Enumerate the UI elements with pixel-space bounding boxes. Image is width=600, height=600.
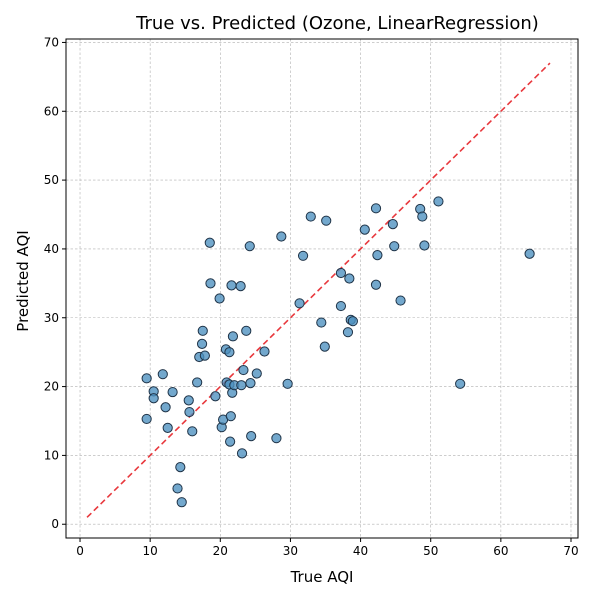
- data-point: [214, 293, 225, 304]
- data-point: [319, 341, 330, 352]
- data-point: [297, 250, 309, 261]
- y-tick-label: 10: [44, 448, 59, 462]
- data-point: [175, 462, 186, 473]
- data-point: [167, 386, 178, 398]
- data-point: [210, 391, 221, 402]
- data-point: [524, 248, 535, 259]
- data-point: [176, 497, 187, 508]
- x-tick-label: 60: [493, 544, 508, 558]
- data-point: [370, 279, 382, 290]
- data-point: [245, 378, 256, 389]
- data-point: [259, 346, 270, 357]
- data-point: [224, 347, 235, 358]
- data-point: [359, 224, 370, 235]
- data-point: [225, 436, 236, 447]
- x-tick-label: 20: [213, 544, 228, 558]
- data-point: [141, 413, 152, 425]
- data-point: [344, 273, 355, 284]
- data-point: [342, 327, 354, 338]
- data-point: [204, 237, 215, 248]
- x-tick-label: 0: [76, 544, 84, 558]
- y-tick-label: 70: [44, 35, 59, 49]
- data-point: [282, 378, 293, 389]
- y-axis-label: Predicted AQI: [14, 230, 32, 331]
- data-point: [335, 300, 347, 312]
- data-point: [227, 331, 239, 342]
- x-tick-label: 40: [353, 544, 368, 558]
- data-point: [271, 433, 282, 444]
- identity-line: [86, 62, 551, 518]
- data-point: [347, 316, 358, 327]
- data-point: [205, 278, 216, 289]
- data-point: [187, 426, 198, 437]
- data-point: [419, 240, 430, 251]
- data-point: [184, 406, 195, 418]
- data-point: [183, 395, 194, 406]
- data-point: [141, 373, 152, 384]
- x-tick-label: 10: [143, 544, 158, 558]
- data-point: [455, 378, 466, 389]
- data-point: [276, 231, 287, 242]
- x-tick-label: 70: [563, 544, 578, 558]
- data-point: [305, 211, 316, 222]
- x-tick-label: 30: [283, 544, 298, 558]
- data-point: [196, 338, 208, 350]
- data-point: [389, 241, 400, 252]
- data-point: [160, 402, 171, 413]
- data-point: [433, 196, 444, 207]
- data-point: [244, 241, 255, 252]
- plot-area: 0 10 20 30 40 50 60 70 0 10 20 30 40 50 60 70: [44, 35, 579, 558]
- data-point: [246, 431, 257, 442]
- data-point: [172, 483, 183, 494]
- data-point: [294, 298, 305, 309]
- data-point: [199, 350, 210, 361]
- data-point: [238, 364, 249, 376]
- data-point: [236, 380, 247, 391]
- data-point: [235, 280, 246, 292]
- y-tick-label: 20: [44, 380, 59, 394]
- data-point: [157, 369, 168, 380]
- data-point: [197, 325, 208, 336]
- y-tick-label: 0: [51, 517, 59, 531]
- data-point: [226, 280, 237, 291]
- data-point: [162, 422, 173, 433]
- data-point: [387, 219, 398, 230]
- y-tick-label: 30: [44, 311, 59, 325]
- data-point: [251, 368, 262, 379]
- y-tick-label: 40: [44, 242, 59, 256]
- axes-frame: [65, 38, 579, 539]
- data-point: [370, 203, 382, 214]
- y-tick-label: 50: [44, 173, 59, 187]
- data-point: [395, 295, 406, 306]
- data-point: [236, 448, 248, 459]
- data-point: [148, 393, 159, 404]
- y-tick-label: 60: [44, 104, 59, 118]
- data-point: [372, 250, 383, 261]
- data-point: [316, 317, 327, 328]
- chart-title: True vs. Predicted (Ozone, LinearRegress…: [135, 13, 539, 34]
- data-point: [321, 215, 332, 226]
- data-point: [417, 211, 428, 222]
- x-tick-label: 50: [423, 544, 438, 558]
- data-point: [225, 411, 236, 422]
- data-point: [241, 325, 252, 336]
- data-point: [335, 267, 347, 279]
- x-axis-label: True AQI: [290, 568, 354, 586]
- data-point: [192, 377, 203, 388]
